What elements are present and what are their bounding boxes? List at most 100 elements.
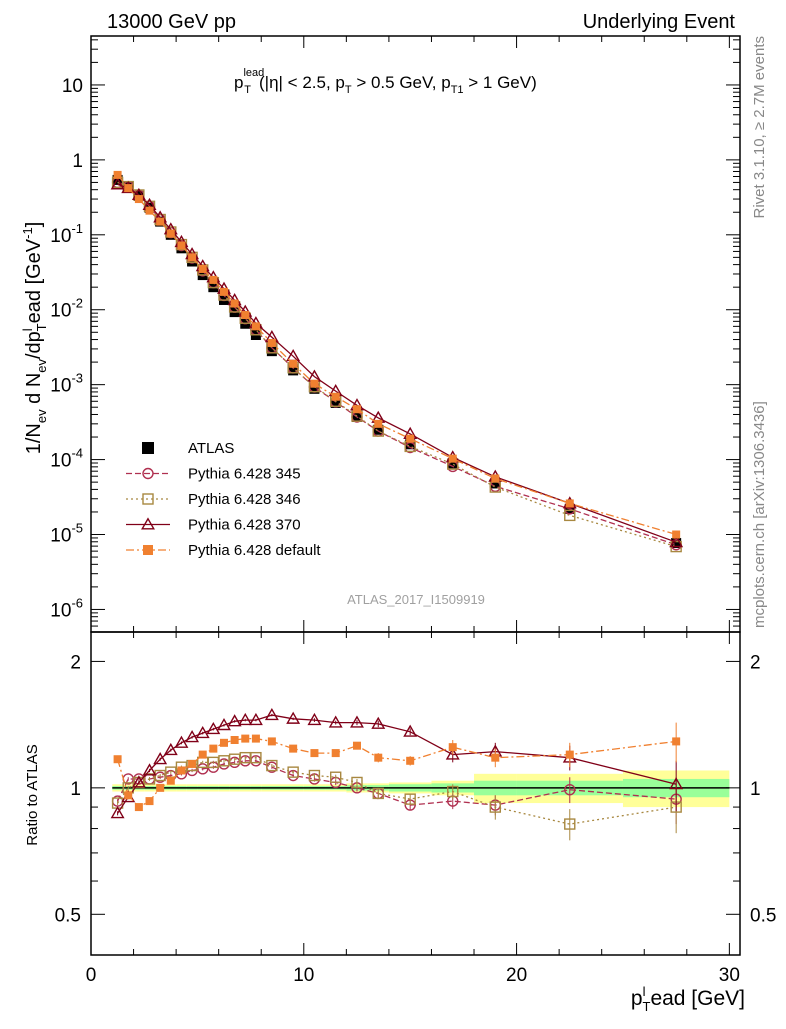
cuts-text1: (|η| < 2.5, p bbox=[259, 73, 345, 92]
header-left: 13000 GeV pp bbox=[107, 11, 236, 33]
ratio-point-pdef-shape bbox=[332, 749, 340, 757]
legend-marker-pdef-shape bbox=[143, 545, 153, 555]
cuts-t-sub: T bbox=[244, 84, 251, 96]
ylab-t-sub: T bbox=[34, 323, 49, 331]
legend-item-pdef: Pythia 6.428 default bbox=[126, 542, 321, 559]
y-tick-base: 10 bbox=[62, 76, 83, 97]
y-tick-base: 1 bbox=[72, 151, 83, 172]
ratio-point-pdef bbox=[406, 757, 414, 765]
x-tick-label: 20 bbox=[506, 965, 527, 986]
main-point-pdef bbox=[406, 435, 414, 443]
main-point-pdef-shape bbox=[672, 531, 680, 539]
ratio-point-pdef-shape bbox=[268, 737, 276, 745]
ratio-point-pdef-shape bbox=[146, 797, 154, 805]
legend-marker-p370 bbox=[142, 519, 154, 529]
main-point-pdef-shape bbox=[135, 195, 143, 203]
ratio-point-pdef-shape bbox=[491, 754, 499, 762]
y-tick-label: 10-3 bbox=[50, 371, 83, 397]
ratio-point-pdef bbox=[310, 749, 318, 757]
ratio-point-pdef bbox=[156, 784, 164, 792]
legend-marker-atlas bbox=[142, 442, 154, 454]
ratio-point-pdef bbox=[289, 745, 297, 753]
main-point-pdef bbox=[241, 311, 249, 319]
cuts-text3: > 1 GeV) bbox=[464, 73, 537, 92]
xlab-rest: ead [GeV] bbox=[650, 987, 745, 1010]
ratio-point-pdef-shape bbox=[114, 755, 122, 763]
legend-label-p346: Pythia 6.428 346 bbox=[188, 491, 301, 508]
ylab-ev2: ev bbox=[34, 359, 49, 373]
ratio-point-pdef bbox=[332, 749, 340, 757]
main-point-pdef-shape bbox=[124, 184, 132, 192]
ratio-point-pdef-shape bbox=[289, 745, 297, 753]
main-point-pdef-shape bbox=[566, 499, 574, 507]
ratio-point-pdef bbox=[672, 737, 680, 745]
ratio-y-label: Ratio to ATLAS bbox=[24, 744, 41, 845]
main-point-pdef bbox=[231, 300, 239, 308]
ratio-point-pdef-shape bbox=[310, 749, 318, 757]
cuts-p: p bbox=[234, 73, 243, 92]
main-point-pdef-shape bbox=[188, 253, 196, 261]
xlab-sup-l: l bbox=[643, 984, 646, 999]
ratio-point-pdef bbox=[231, 736, 239, 744]
ratio-point-pdef-shape bbox=[406, 757, 414, 765]
ylab-a: 1/N bbox=[23, 423, 45, 454]
main-point-pdef-shape bbox=[156, 218, 164, 226]
main-point-pdef bbox=[135, 195, 143, 203]
main-point-pdef bbox=[332, 393, 340, 401]
main-point-pdef bbox=[374, 420, 382, 428]
main-point-pdef-shape bbox=[374, 420, 382, 428]
legend-marker-p370-shape bbox=[142, 519, 154, 529]
ratio-y-tick-label-right: 2 bbox=[750, 652, 761, 673]
main-point-pdef bbox=[146, 207, 154, 215]
ratio-point-pdef bbox=[353, 742, 361, 750]
y-tick-label: 10-1 bbox=[50, 221, 83, 247]
ratio-point-pdef-shape bbox=[124, 791, 132, 799]
y-tick-base: 10 bbox=[50, 226, 71, 247]
ratio-point-pdef bbox=[449, 743, 457, 751]
ylab-d: ead [GeV bbox=[23, 238, 45, 323]
main-point-pdef bbox=[156, 218, 164, 226]
plot-root: 13000 GeV pp Underlying Event plead T (|η|… bbox=[0, 0, 786, 1024]
y-tick-exponent: -4 bbox=[71, 446, 83, 461]
main-series-pdef bbox=[114, 171, 681, 539]
rivet-label: Rivet 3.1.10, ≥ 2.7M events bbox=[751, 36, 768, 219]
ratio-point-pdef bbox=[491, 754, 499, 762]
ratio-point-pdef bbox=[199, 751, 207, 759]
ylab-sup-l: l bbox=[20, 328, 35, 331]
ratio-point-pdef bbox=[209, 745, 217, 753]
y-tick-label: 10-5 bbox=[50, 521, 83, 547]
mcplots-label: mcplots.cern.ch [arXiv:1306.3436] bbox=[751, 401, 768, 628]
main-plot: 10-610-510-410-310-210-1110 bbox=[50, 36, 740, 632]
legend-item-p346: Pythia 6.428 346 bbox=[126, 491, 301, 508]
legend-label-p345: Pythia 6.428 345 bbox=[188, 466, 301, 483]
ratio-y-tick-label: 1 bbox=[70, 779, 81, 800]
main-point-pdef-shape bbox=[406, 435, 414, 443]
main-point-pdef-shape bbox=[252, 322, 260, 330]
ratio-y-tick-label-right: 1 bbox=[750, 779, 761, 800]
legend-item-p345: Pythia 6.428 345 bbox=[126, 466, 301, 483]
legend: ATLAS Pythia 6.428 345 Pythia 6.428 346 Pyt… bbox=[126, 440, 321, 559]
x-tick-label: 0 bbox=[86, 965, 97, 986]
main-point-pdef bbox=[449, 455, 457, 463]
ratio-y-tick-label: 2 bbox=[70, 652, 81, 673]
y-tick-base: 10 bbox=[50, 526, 71, 547]
y-tick-exponent: -6 bbox=[71, 595, 83, 610]
main-point-pdef-shape bbox=[146, 207, 154, 215]
y-tick-exponent: -2 bbox=[71, 296, 83, 311]
ratio-point-pdef bbox=[566, 751, 574, 759]
ratio-point-pdef-shape bbox=[566, 751, 574, 759]
main-point-pdef bbox=[353, 405, 361, 413]
analysis-tag: ATLAS_2017_I1509919 bbox=[347, 592, 485, 607]
legend-label-pdef: Pythia 6.428 default bbox=[188, 542, 321, 559]
ratio-point-pdef bbox=[177, 766, 185, 774]
ratio-point-pdef-shape bbox=[135, 803, 143, 811]
xlab-t-sub: T bbox=[642, 999, 650, 1014]
ylab-c: /dp bbox=[23, 331, 45, 359]
y-tick-exponent: -1 bbox=[71, 221, 83, 236]
ratio-point-pdef-shape bbox=[672, 737, 680, 745]
main-point-pdef-shape bbox=[209, 276, 217, 284]
ratio-point-pdef bbox=[268, 737, 276, 745]
main-point-pdef-shape bbox=[353, 405, 361, 413]
y-tick-label: 1 bbox=[72, 151, 83, 172]
main-point-pdef bbox=[566, 499, 574, 507]
